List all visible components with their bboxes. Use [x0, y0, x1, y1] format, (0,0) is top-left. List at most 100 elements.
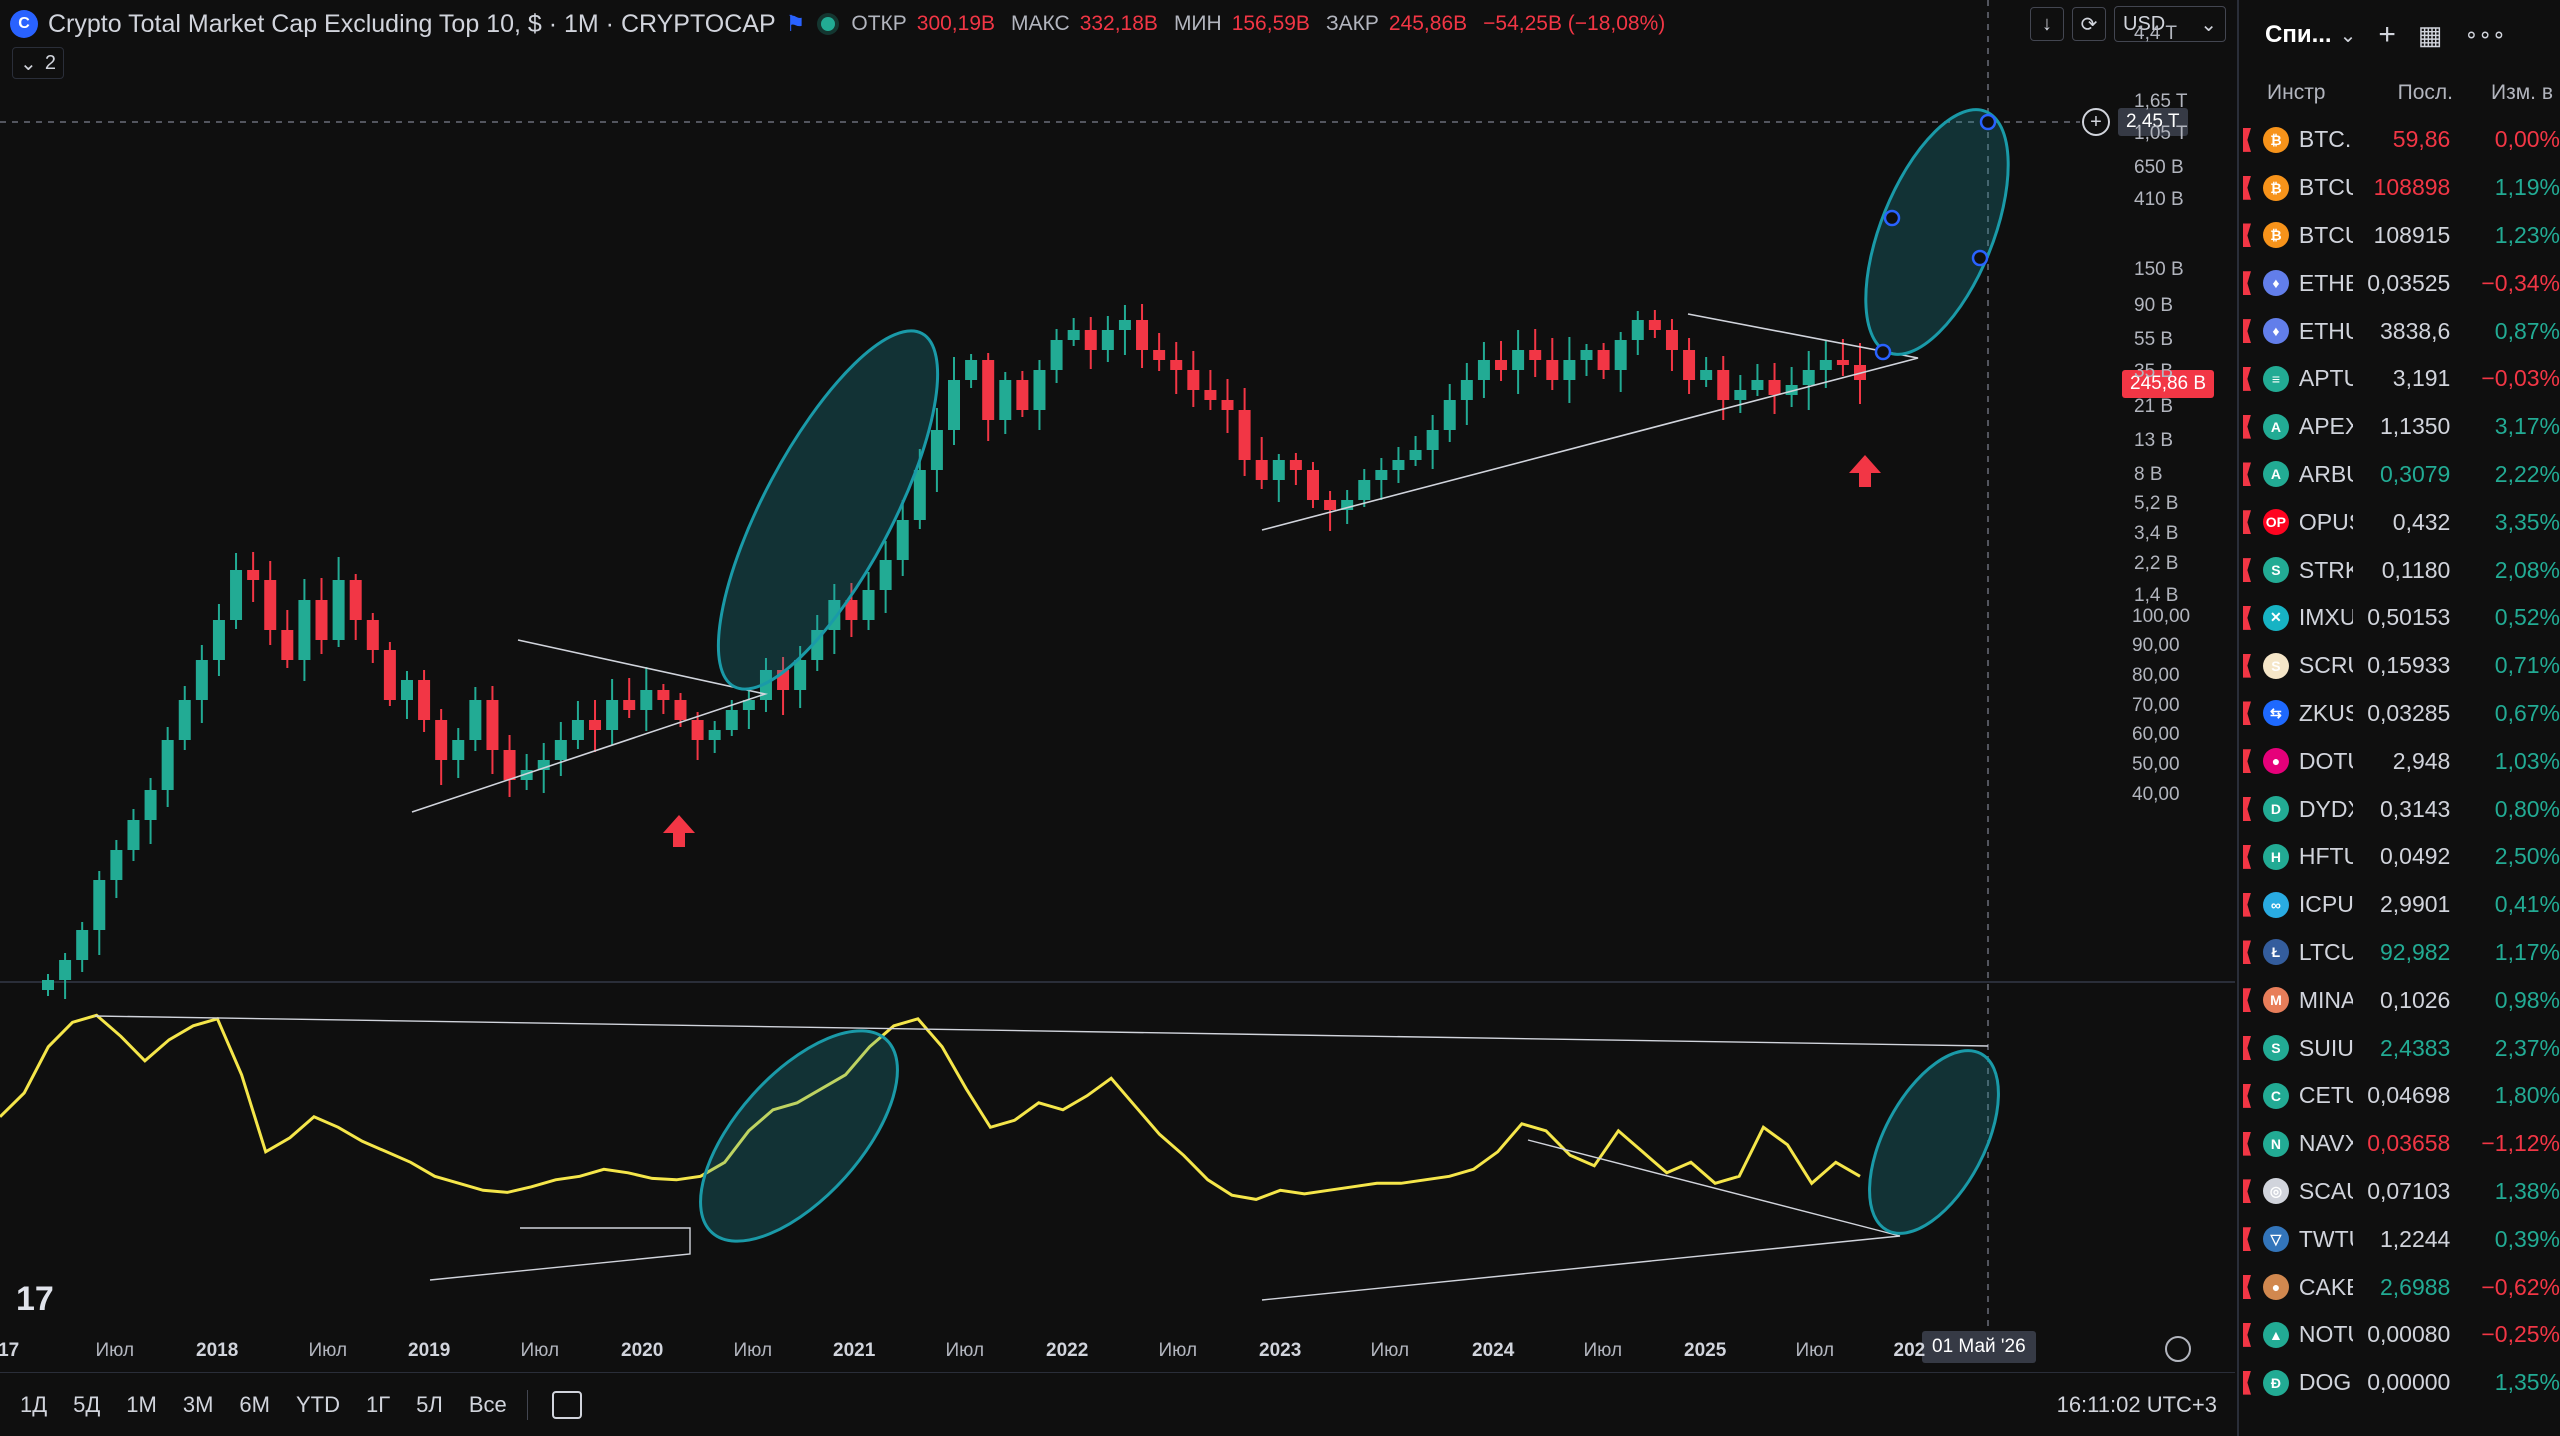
candle-body: [1768, 380, 1781, 395]
watchlist-row[interactable]: ◎ SCAUSDT 0,07103 1,38%: [2239, 1168, 2560, 1216]
range-3m[interactable]: 3М: [182, 1391, 214, 1417]
watchlist-row[interactable]: ∞ ICPUSDT 2,9901 0,41%: [2239, 881, 2560, 929]
currency-select[interactable]: USD ⌄: [2114, 6, 2226, 42]
flag-icon[interactable]: [2243, 414, 2251, 439]
flag-icon[interactable]: [2243, 366, 2251, 391]
watchlist-row[interactable]: ⇆ ZKUSDT 0,03285 0,67%: [2239, 690, 2560, 738]
chart-area[interactable]: C Crypto Total Market Cap Excluding Top …: [0, 0, 2235, 1436]
candle-body: [1495, 360, 1508, 370]
chart-title[interactable]: Crypto Total Market Cap Excluding Top 10…: [48, 9, 776, 38]
watchlist-symbol: SCRUSDT: [2298, 652, 2353, 679]
watchlist-row[interactable]: ● CAKEUSDT 2,6988 −0,62%: [2239, 1263, 2560, 1311]
flag-icon[interactable]: [2243, 1227, 2251, 1252]
candle-body: [230, 570, 243, 620]
flag-icon[interactable]: [2243, 223, 2251, 248]
watchlist-row[interactable]: S SUIUSDT 2,4383 2,37%: [2239, 1024, 2560, 1072]
range-5d[interactable]: 5Д: [73, 1391, 101, 1417]
candle-body: [435, 720, 448, 760]
flag-icon[interactable]: [2243, 1322, 2251, 1347]
table-view-icon[interactable]: ▦: [2417, 19, 2443, 50]
flag-icon[interactable]: [2243, 1370, 2251, 1395]
flag-icon[interactable]: [2243, 844, 2251, 869]
price-chart[interactable]: [0, 0, 2235, 1372]
flag-icon[interactable]: [2243, 175, 2251, 200]
candle-body: [965, 360, 978, 380]
candle-body: [298, 600, 311, 660]
flag-icon[interactable]: [2243, 653, 2251, 678]
flag-icon[interactable]: [2243, 605, 2251, 630]
add-alert-icon[interactable]: +: [2082, 108, 2110, 136]
flag-icon[interactable]: [2243, 988, 2251, 1013]
refresh-icon[interactable]: ⟳: [2072, 7, 2106, 41]
candle-body: [606, 700, 619, 730]
flag-icon[interactable]: [2243, 127, 2251, 152]
flag-icon[interactable]: [2243, 558, 2251, 583]
watchlist-row[interactable]: ▽ TWTUSDT 1,2244 0,39%: [2239, 1215, 2560, 1263]
watchlist-symbol: SUIUSDT: [2298, 1034, 2353, 1061]
clock-time[interactable]: 16:11:02 UTC+3: [2056, 1391, 2217, 1417]
range-1y[interactable]: 1Г: [365, 1391, 391, 1417]
range-1d[interactable]: 1Д: [20, 1391, 48, 1417]
watchlist-row[interactable]: Ð DOGEUSDT 0,00000 1,35%: [2239, 1359, 2560, 1407]
chevron-down-icon[interactable]: ⌄: [2339, 24, 2357, 47]
flag-icon[interactable]: [2243, 1275, 2251, 1300]
watchlist-row[interactable]: ₿ BTC. 59,86 0,00%: [2239, 116, 2560, 164]
candle-body: [212, 620, 225, 660]
range-all[interactable]: Все: [468, 1391, 507, 1417]
watchlist-row[interactable]: ₿ BTCUSDT 108898 1,19%: [2239, 164, 2560, 212]
flag-icon[interactable]: [2243, 701, 2251, 726]
watchlist-row[interactable]: N NAVXUSDT 0,03658 −1,12%: [2239, 1120, 2560, 1168]
watchlist-row[interactable]: H HFTUSDT 0,0492 2,50%: [2239, 833, 2560, 881]
watchlist-row[interactable]: ≡ APTUSDT 3,191 −0,03%: [2239, 355, 2560, 403]
watchlist-row[interactable]: D DYDXUSDT 0,3143 0,80%: [2239, 785, 2560, 833]
calendar-icon[interactable]: [551, 1390, 582, 1419]
flag-icon[interactable]: [2243, 1036, 2251, 1061]
flag-icon[interactable]: [2243, 510, 2251, 535]
flag-icon[interactable]: [2243, 1083, 2251, 1108]
flag-icon[interactable]: [2243, 940, 2251, 965]
column-change[interactable]: Изм. в: [2491, 81, 2553, 104]
watchlist-row[interactable]: ● DOTUSDT 2,948 1,03%: [2239, 737, 2560, 785]
watchlist-row[interactable]: S STRKUSDT 0,1180 2,08%: [2239, 546, 2560, 594]
flag-icon[interactable]: [2243, 271, 2251, 296]
watchlist-row[interactable]: ₿ BTCUSD 108915 1,23%: [2239, 212, 2560, 260]
range-6m[interactable]: 6М: [239, 1391, 270, 1417]
watchlist-row[interactable]: A APEXUSDT 1,1350 3,17%: [2239, 403, 2560, 451]
watchlist-header: Спи... ⌄ + ▦ ∘∘∘: [2239, 0, 2560, 70]
tradingview-logo[interactable]: 17: [16, 1280, 54, 1318]
flag-icon[interactable]: [2243, 749, 2251, 774]
flag-icon[interactable]: ⚑: [785, 11, 806, 36]
flag-icon[interactable]: [2243, 1179, 2251, 1204]
watchlist-row[interactable]: C CETUSUSDT 0,04698 1,80%: [2239, 1072, 2560, 1120]
watchlist-row[interactable]: ▲ NOTUSDT 0,00080 −0,25%: [2239, 1311, 2560, 1359]
watchlist-row[interactable]: Ł LTCUSDT 92,982 1,17%: [2239, 929, 2560, 977]
watchlist-row[interactable]: M MINAUSDT 0,1026 0,98%: [2239, 976, 2560, 1024]
flag-icon[interactable]: [2243, 319, 2251, 344]
flag-icon[interactable]: [2243, 1131, 2251, 1156]
candle-body: [794, 660, 807, 690]
watchlist-name[interactable]: Спи...: [2265, 21, 2332, 48]
watchlist-row[interactable]: A ARBUSDT 0,3079 2,22%: [2239, 451, 2560, 499]
more-options-icon[interactable]: ∘∘∘: [2464, 22, 2506, 47]
watchlist-row[interactable]: ✕ IMXUSDT 0,50153 0,52%: [2239, 594, 2560, 642]
flag-icon[interactable]: [2243, 892, 2251, 917]
watchlist-row[interactable]: S SCRUSDT 0,15933 0,71%: [2239, 642, 2560, 690]
download-icon[interactable]: ↓: [2030, 7, 2064, 41]
settings-icon[interactable]: [2165, 1336, 2191, 1362]
price-axis-label: 5,2 B: [2134, 493, 2179, 514]
indicators-toggle-button[interactable]: ⌄ 2: [12, 47, 64, 79]
column-last[interactable]: Посл.: [2397, 81, 2453, 104]
watchlist-row[interactable]: OP OPUSDT 0,432 3,35%: [2239, 498, 2560, 546]
range-1m[interactable]: 1М: [126, 1391, 157, 1417]
add-symbol-icon[interactable]: +: [2378, 18, 2396, 51]
flag-icon[interactable]: [2243, 462, 2251, 487]
watchlist-row[interactable]: ♦ ETHUSD 3838,6 0,87%: [2239, 307, 2560, 355]
candle-body: [1683, 350, 1696, 380]
flag-icon[interactable]: [2243, 797, 2251, 822]
watchlist-last: 3,191: [2392, 365, 2451, 392]
watchlist-row[interactable]: ♦ ETHBTC 0,03525 −0,34%: [2239, 259, 2560, 307]
column-symbol[interactable]: Инстр: [2267, 81, 2326, 104]
watchlist-last: 0,00000: [2367, 1369, 2451, 1396]
range-ytd[interactable]: YTD: [295, 1391, 340, 1417]
range-5y[interactable]: 5Л: [416, 1391, 443, 1417]
